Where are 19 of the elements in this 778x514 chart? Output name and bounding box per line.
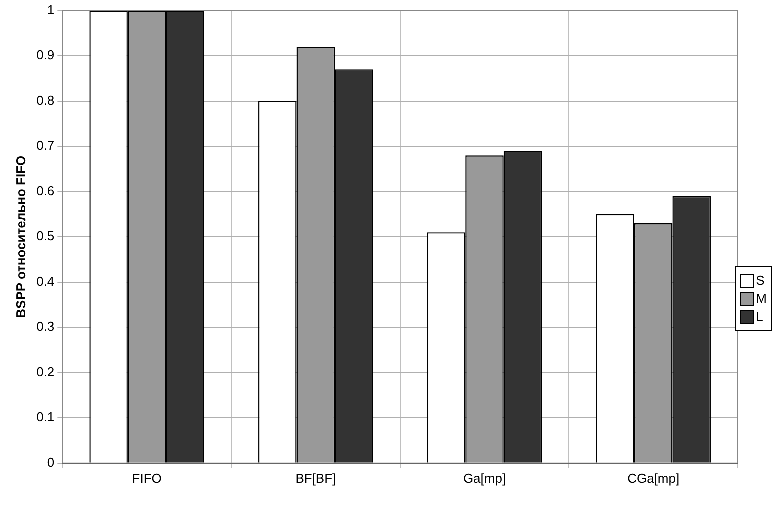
y-tick-label: 0.6 — [36, 183, 55, 198]
x-tick-label: Ga[mp] — [463, 470, 506, 486]
legend-label: M — [756, 291, 767, 306]
y-axis-title: BSPP относительно FIFO — [13, 156, 28, 318]
y-tick-label: 0.5 — [36, 228, 55, 244]
y-tick-label: 0.8 — [36, 92, 55, 108]
x-tick-label: CGa[mp] — [628, 470, 680, 486]
legend-label: L — [756, 309, 764, 324]
y-tick-label: 0 — [47, 454, 55, 470]
y-tick-label: 0.2 — [36, 364, 55, 380]
y-tick-label: 0.7 — [36, 138, 55, 154]
x-tick-label: FIFO — [132, 470, 162, 486]
y-tick-label: 0.3 — [36, 319, 55, 334]
y-tick-label: 0.1 — [36, 410, 55, 425]
legend-label: S — [756, 273, 765, 288]
y-tick-label: 0.4 — [36, 274, 55, 289]
y-tick-label: 1 — [47, 2, 55, 18]
y-tick-label: 0.9 — [36, 48, 55, 63]
x-tick-label: BF[BF] — [296, 470, 336, 486]
